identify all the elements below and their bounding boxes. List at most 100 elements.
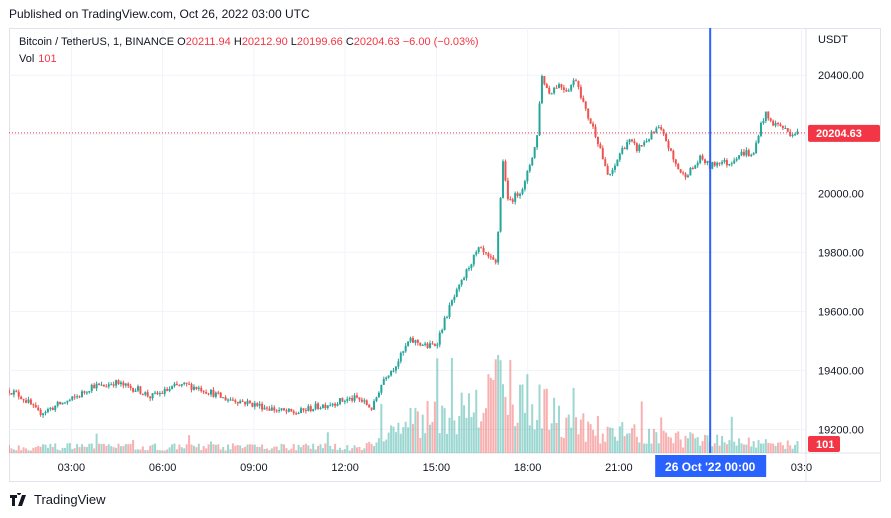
candle-body — [686, 175, 689, 178]
candle-body — [168, 388, 171, 391]
volume-bar — [521, 384, 524, 453]
volume-bar — [268, 450, 271, 453]
candle-body — [436, 344, 439, 346]
last-volume-label: 101 — [816, 439, 834, 451]
candle-body — [61, 402, 64, 405]
candle-body — [112, 384, 115, 386]
candle-body — [95, 383, 98, 389]
volume-bar — [25, 448, 28, 453]
symbol-title[interactable]: Bitcoin / TetherUS, 1, BINANCE — [19, 36, 175, 48]
volume-bar — [429, 424, 432, 453]
volume-bar — [390, 425, 393, 453]
candle-body — [343, 400, 346, 402]
candle-body — [39, 410, 42, 416]
candle-body — [640, 145, 643, 147]
candle-body — [324, 404, 327, 408]
footer-brand[interactable]: TradingView — [10, 492, 106, 507]
candle-body — [10, 392, 13, 395]
volume-bar — [44, 444, 47, 453]
candle-body — [723, 160, 726, 162]
volume-bar — [78, 447, 81, 453]
candle-body — [195, 386, 198, 389]
candle-body — [613, 165, 616, 170]
volume-bar — [134, 449, 137, 453]
volume-label[interactable]: Vol — [19, 53, 35, 65]
candle-body — [124, 383, 127, 386]
volume-bar — [628, 433, 631, 453]
volume-bar — [273, 446, 276, 453]
volume-bar — [774, 445, 777, 453]
candle-body — [618, 153, 621, 160]
candle-body — [368, 404, 371, 408]
candle-body — [253, 403, 256, 407]
candle-body — [390, 370, 393, 376]
volume-bar — [421, 414, 424, 453]
volume-bar — [100, 443, 103, 453]
volume-bar — [39, 446, 42, 453]
candle-body — [246, 400, 249, 405]
candle-body — [321, 404, 324, 408]
volume-bar — [784, 448, 787, 453]
candle-body — [623, 148, 626, 150]
candle-body — [287, 408, 290, 412]
volume-bar — [538, 384, 541, 453]
volume-bar — [436, 358, 439, 453]
volume-bar — [706, 435, 709, 453]
volume-bar — [604, 441, 607, 453]
candle-body — [158, 393, 161, 395]
volume-bar — [387, 432, 390, 453]
candle-body — [572, 80, 575, 86]
volume-bar — [236, 445, 239, 453]
candle-body — [331, 403, 334, 406]
candle-body — [480, 247, 483, 249]
y-tick-label: 19200.00 — [818, 424, 864, 436]
volume-bar — [295, 450, 298, 453]
candle-body — [609, 173, 612, 175]
volume-bar — [278, 450, 281, 453]
candle-body — [51, 407, 54, 411]
candle-body — [484, 252, 487, 254]
candle-body — [652, 131, 655, 133]
candle-body — [429, 343, 432, 348]
volume-bar — [341, 450, 344, 453]
candle-body — [704, 159, 707, 163]
candle-body — [134, 390, 137, 392]
candle-body — [180, 384, 183, 386]
volume-bar — [15, 450, 18, 453]
candle-body — [307, 406, 310, 411]
candle-body — [494, 259, 497, 263]
candle-body — [531, 157, 534, 166]
volume-bar — [689, 432, 692, 453]
candle-body — [27, 399, 30, 403]
volume-bar — [472, 412, 475, 453]
volume-bar — [397, 422, 400, 453]
volume-bar — [594, 435, 597, 453]
candle-body — [774, 123, 777, 126]
candle-body — [282, 408, 285, 411]
volume-bar — [244, 446, 247, 453]
candle-body — [341, 398, 344, 402]
candle-body — [251, 402, 254, 407]
candle-body — [502, 161, 505, 198]
volume-bar — [506, 414, 509, 453]
volume-bar — [626, 433, 629, 453]
volume-bar — [380, 403, 383, 453]
volume-bar — [253, 444, 256, 453]
candle-body — [336, 404, 339, 406]
candle-body — [438, 332, 441, 345]
volume-bar — [270, 448, 273, 453]
candle-body — [214, 392, 217, 397]
candle-body — [575, 80, 578, 82]
candle-body — [404, 345, 407, 352]
volume-bar — [548, 429, 551, 453]
volume-bar — [71, 449, 74, 453]
open-label: O — [177, 36, 186, 48]
volume-bar — [769, 443, 772, 453]
candle-body — [22, 399, 25, 401]
candle-body — [579, 87, 582, 98]
price-chart[interactable]: USDT20400.0020200.0020000.0019800.001960… — [9, 28, 881, 482]
volume-bar — [392, 426, 395, 453]
volume-bar — [314, 449, 317, 453]
volume-bar — [470, 417, 473, 453]
candle-body — [20, 396, 23, 400]
